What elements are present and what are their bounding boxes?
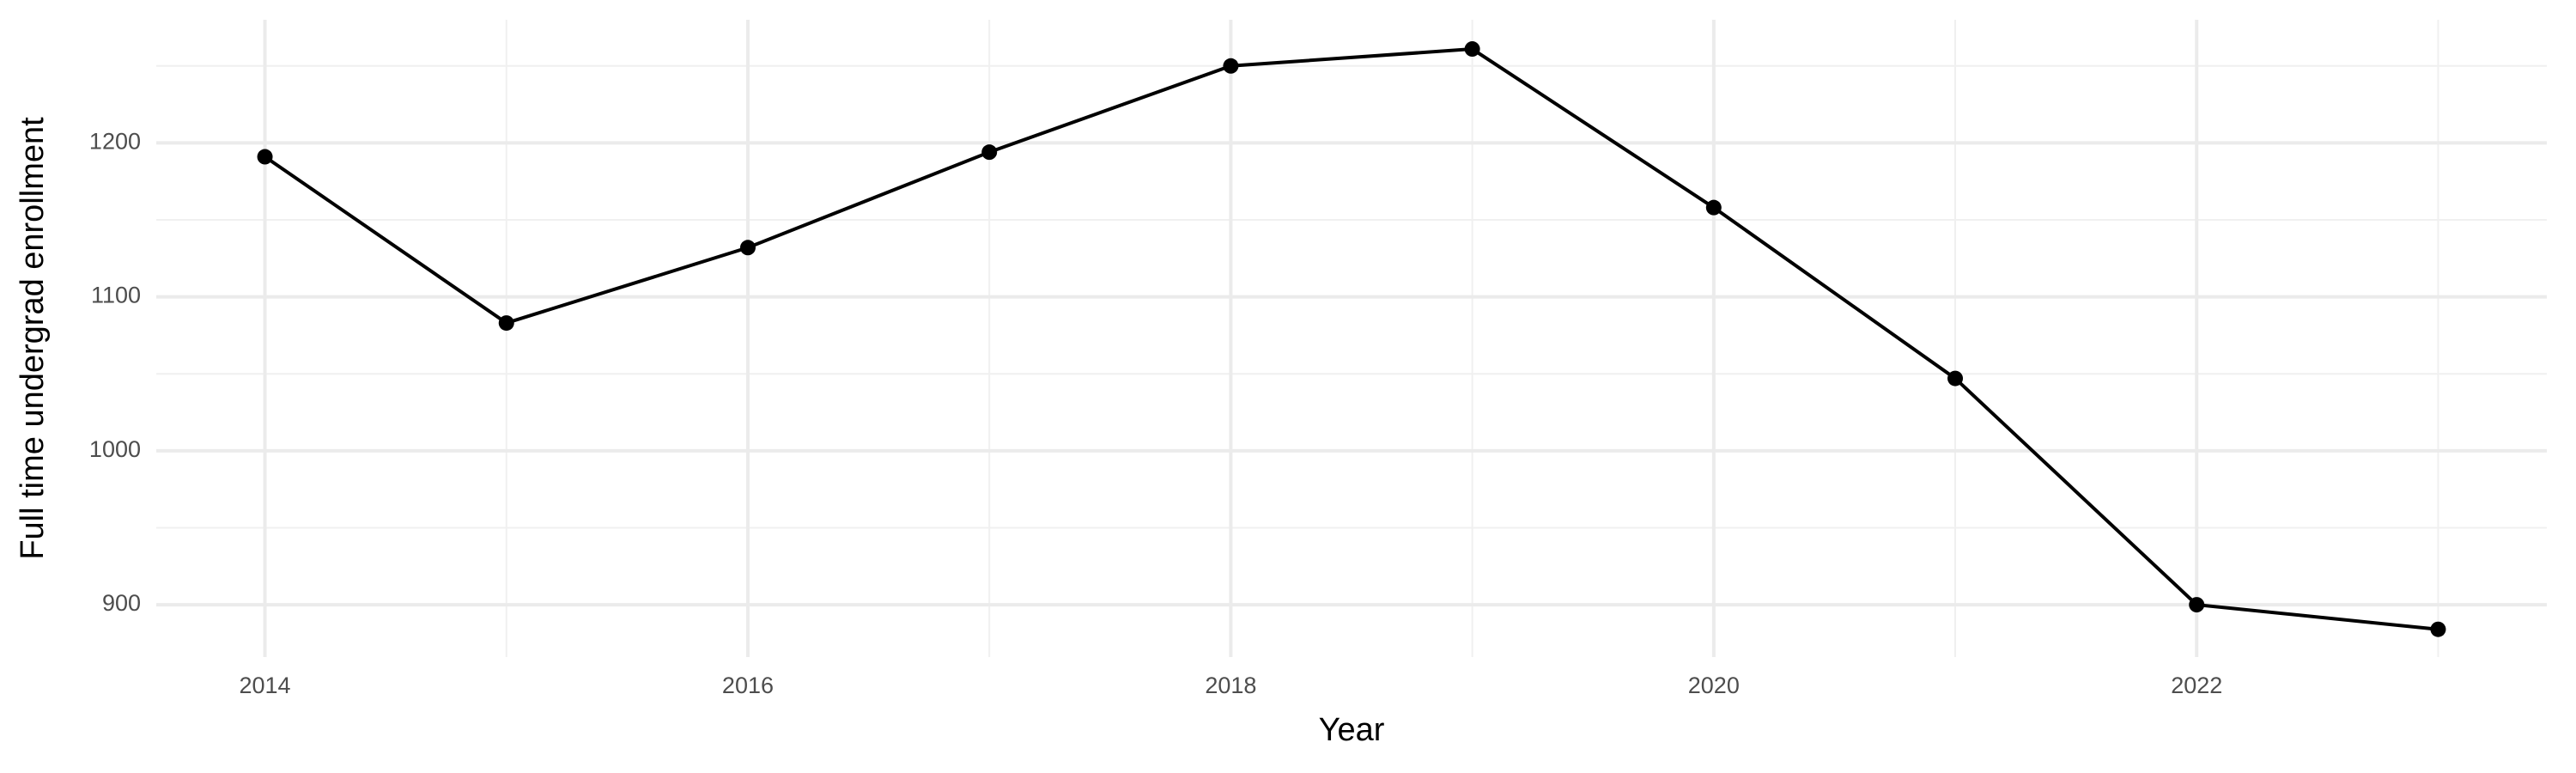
- point: [981, 144, 998, 161]
- point: [1464, 41, 1480, 58]
- point: [498, 315, 514, 332]
- point: [257, 149, 273, 165]
- x-axis-title: Year: [1319, 712, 1385, 748]
- y-tick-label: 1200: [89, 129, 141, 155]
- point: [1947, 370, 1964, 386]
- line: [264, 47, 2439, 631]
- point: [2189, 597, 2205, 613]
- x-tick-label: 2016: [722, 673, 774, 698]
- y-axis-title: Full time undergrad enrollment: [15, 117, 51, 560]
- y-tick-label: 900: [102, 590, 141, 616]
- point: [1223, 58, 1239, 74]
- x-tick-label: 2020: [1688, 673, 1740, 698]
- x-tick-label: 2014: [240, 673, 291, 698]
- x-tick-label: 2022: [2171, 673, 2222, 698]
- y-tick-label: 1100: [91, 283, 141, 308]
- point: [2430, 621, 2446, 637]
- point: [1705, 199, 1722, 216]
- y-tick-label: 1000: [89, 436, 141, 462]
- point: [739, 240, 756, 256]
- x-tick-label: 2018: [1205, 673, 1256, 698]
